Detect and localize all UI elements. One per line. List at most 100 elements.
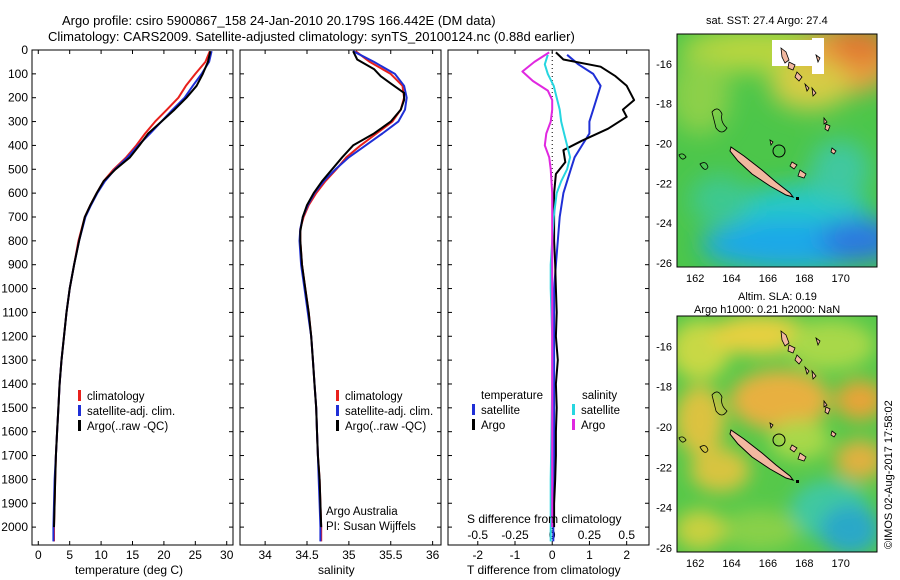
s-difference-axis-label: S difference from climatology — [467, 512, 622, 526]
y-tick-label: 1600 — [1, 425, 28, 439]
sla-map-x-tick-label: 168 — [795, 558, 813, 570]
argo-credit: Argo Australia PI: Susan Wijffels — [326, 505, 416, 535]
difference-panel-frame — [447, 49, 650, 546]
y-tick-label: 1400 — [1, 377, 28, 391]
temperature-tick-label: 30 — [220, 548, 234, 562]
salinity-tick-label: 36 — [426, 548, 440, 562]
temperature-tick-label: 25 — [189, 548, 203, 562]
temperature-axis-label: temperature (deg C) — [75, 563, 184, 577]
y-tick-label: 2000 — [1, 520, 28, 534]
salinity-tick-label: 34.5 — [295, 548, 319, 562]
sla-map-x-tick-label: 170 — [831, 558, 849, 570]
sst-map-x-tick-label: 166 — [759, 273, 777, 285]
argo-credit-line1: Argo Australia — [326, 506, 398, 518]
t-difference-tick-label: 2 — [623, 548, 630, 562]
salinity-difference-legend: salinity — [582, 389, 617, 404]
salinity-tick-label: 35 — [342, 548, 356, 562]
sst-map-x-tick-label: 168 — [795, 273, 813, 285]
legend-swatch-t-argo — [472, 419, 475, 430]
argo-credit-line2: PI: Susan Wijffels — [326, 521, 416, 533]
legend-title-temperature: temperature — [481, 390, 544, 402]
legend-swatch-argo — [78, 420, 81, 431]
sla-map-y-tick-label: -26 — [656, 543, 672, 555]
temperature-tick-label: 15 — [126, 548, 140, 562]
sst-map-x-tick-label: 164 — [722, 273, 740, 285]
salinity-legend: climatology satellite-adj. clim. Argo(..… — [336, 390, 433, 435]
difference-line-s-argo — [521, 51, 554, 528]
sst-map-y-tick-label: -22 — [656, 178, 672, 190]
sla-map-title-line2: Argo h1000: 0.21 h2000: NaN — [694, 304, 841, 316]
t-difference-axis-label: T difference from climatology — [467, 563, 621, 577]
y-tick-label: 800 — [8, 234, 28, 248]
legend-label: satellite-adj. clim. — [345, 406, 434, 418]
temperature-difference-legend: temperature — [481, 389, 543, 404]
salinity-tick-label: 34 — [258, 548, 272, 562]
legend-label: climatology — [87, 391, 145, 403]
y-tick-label: 200 — [8, 91, 28, 105]
difference-line-t-argo — [553, 51, 636, 528]
salinity-line-argo-raw-qc — [299, 50, 406, 528]
sla-map-title-line1: Altim. SLA: 0.19 — [738, 291, 817, 303]
t-difference-tick-label: -1 — [510, 548, 521, 562]
y-tick-label: 900 — [8, 258, 28, 272]
sst-map-title: sat. SST: 27.4 Argo: 27.4 — [706, 15, 828, 27]
salinity-panel-frame — [239, 49, 442, 546]
s-difference-tick-label: -0.5 — [467, 528, 488, 542]
legend-label: satellite — [581, 405, 620, 417]
s-difference-tick-label: 0.25 — [578, 528, 602, 542]
sst-map-y-tick-label: -16 — [656, 59, 672, 71]
sst-map-x-tick-label: 162 — [686, 273, 704, 285]
y-tick-label: 100 — [8, 67, 28, 81]
legend-label: Argo(..raw -QC) — [345, 421, 427, 433]
s-difference-tick-label: -0.25 — [501, 528, 529, 542]
y-tick-label: 1700 — [1, 449, 28, 463]
legend-label: climatology — [345, 391, 403, 403]
sst-map-frame — [676, 33, 878, 268]
sst-map-y-tick-label: -24 — [656, 218, 672, 230]
temperature-tick-label: 10 — [94, 548, 108, 562]
sla-map-field — [677, 316, 877, 552]
sst-map-y-tick-label: -18 — [656, 99, 672, 111]
sla-map-frame — [676, 315, 878, 553]
salinity-difference-legend-items: satellite Argo — [572, 404, 620, 434]
legend-swatch-s-argo — [572, 419, 575, 430]
figure-title-line2: Climatology: CARS2009. Satellite-adjuste… — [48, 29, 575, 44]
y-tick-label: 1800 — [1, 472, 28, 486]
temperature-difference-legend-items: satellite Argo — [472, 404, 520, 434]
y-tick-label: 300 — [8, 115, 28, 129]
temperature-tick-label: 0 — [35, 548, 42, 562]
legend-label: satellite — [481, 405, 520, 417]
legend-swatch-climatology — [336, 390, 339, 401]
legend-swatch-argo — [336, 420, 339, 431]
y-tick-label: 1200 — [1, 329, 28, 343]
figure-title-line1: Argo profile: csiro 5900867_158 24-Jan-2… — [62, 13, 496, 28]
y-tick-label: 0 — [21, 43, 28, 57]
legend-label: Argo — [581, 420, 606, 432]
y-tick-label: 1000 — [1, 282, 28, 296]
legend-swatch-satellite — [336, 405, 339, 416]
temperature-tick-label: 5 — [66, 548, 73, 562]
legend-swatch-climatology — [78, 390, 81, 401]
y-tick-label: 600 — [8, 186, 28, 200]
y-tick-label: 500 — [8, 162, 28, 176]
t-difference-tick-label: 1 — [586, 548, 593, 562]
s-difference-tick-label: 0.5 — [618, 528, 635, 542]
legend-swatch-satellite — [78, 405, 81, 416]
sla-map-y-tick-label: -18 — [656, 382, 672, 394]
sst-map-y-tick-label: -20 — [656, 139, 672, 151]
legend-title-salinity: salinity — [582, 390, 618, 402]
salinity-tick-label: 35.5 — [379, 548, 403, 562]
t-difference-tick-label: 0 — [549, 548, 556, 562]
legend-swatch-t-satellite — [472, 404, 475, 415]
legend-label: satellite-adj. clim. — [87, 406, 176, 418]
sla-map-x-tick-label: 164 — [722, 558, 740, 570]
difference-line-t-satellite — [552, 54, 602, 542]
sla-map-y-tick-label: -22 — [656, 462, 672, 474]
sla-map-y-tick-label: -24 — [656, 503, 672, 515]
sla-map-x-tick-label: 166 — [759, 558, 777, 570]
temperature-legend: climatology satellite-adj. clim. Argo(..… — [78, 390, 175, 435]
temperature-line-argo-raw-qc — [53, 50, 212, 528]
y-tick-label: 700 — [8, 210, 28, 224]
sla-map-y-tick-label: -16 — [656, 341, 672, 353]
